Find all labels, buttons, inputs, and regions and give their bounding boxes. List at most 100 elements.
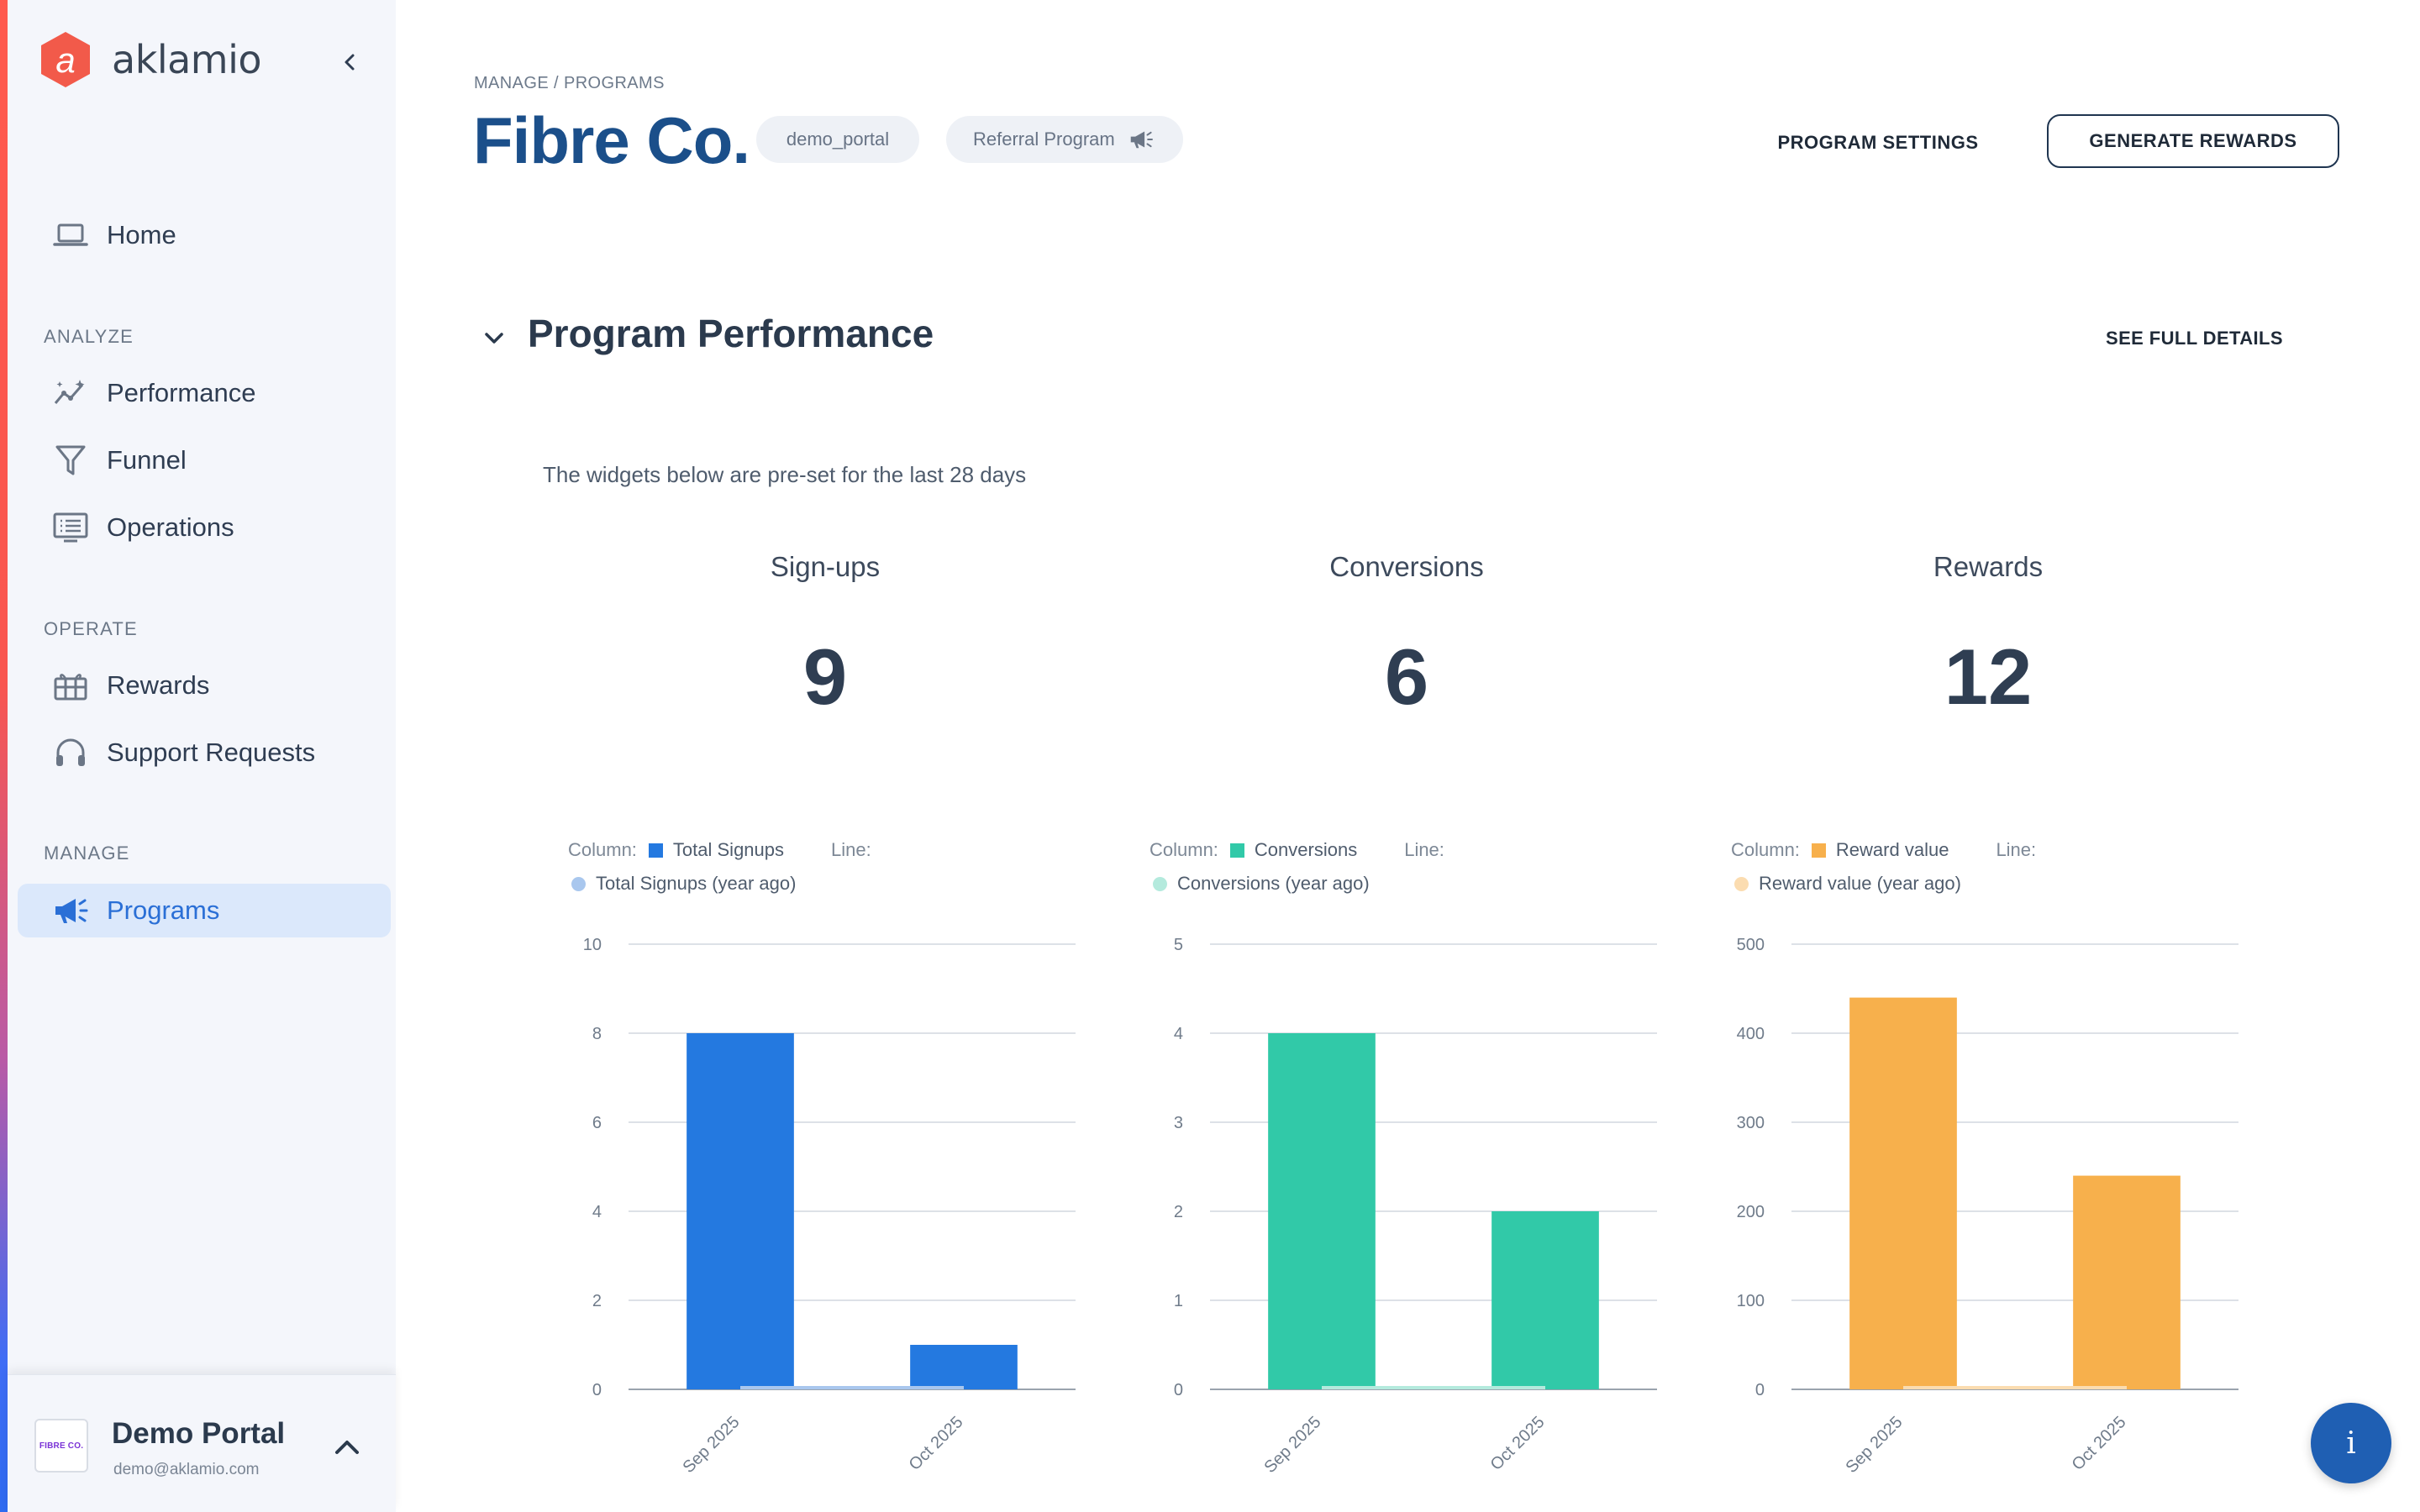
chart-legend-conversions: Column: Conversions Line: Conversions (yea… xyxy=(1150,833,1444,900)
x-tick-label: Oct 2025 xyxy=(2069,1413,2130,1474)
program-type-label: Referral Program xyxy=(973,129,1115,150)
chart-legend-signups: Column: Total Signups Line: Total Signups … xyxy=(568,833,871,900)
program-type-chip[interactable]: Referral Program xyxy=(946,116,1183,163)
y-tick-label: 10 xyxy=(583,936,602,954)
account-avatar-text: FIBRE CO. xyxy=(39,1441,84,1451)
y-tick-label: 400 xyxy=(1737,1025,1765,1043)
chevron-left-icon xyxy=(345,54,355,71)
conversions-chart: 0 1 2 3 4 5 Sep 2025 Oct 2025 xyxy=(1174,936,1657,1477)
monitor-list-icon xyxy=(51,508,90,547)
sidebar-item-funnel[interactable]: Funnel xyxy=(18,433,391,487)
sidebar-item-label: Home xyxy=(107,220,176,249)
stat-label-conversions: Conversions xyxy=(1329,551,1484,582)
collapse-sidebar-button[interactable] xyxy=(332,44,369,81)
sidebar-item-label: Programs xyxy=(107,895,220,925)
y-tick-label: 1 xyxy=(1174,1292,1183,1310)
legend-swatch xyxy=(1229,843,1244,858)
stat-value-conversions: 6 xyxy=(1384,633,1429,721)
y-tick-label: 0 xyxy=(592,1381,602,1399)
brand[interactable]: a aklamio xyxy=(38,30,262,89)
x-tick-label: Oct 2025 xyxy=(906,1413,967,1474)
section-title: Program Performance xyxy=(528,312,934,355)
laptop-icon xyxy=(51,216,90,255)
sidebar-item-label: Performance xyxy=(107,378,256,407)
y-tick-label: 0 xyxy=(1174,1381,1183,1399)
y-tick-label: 0 xyxy=(1755,1381,1765,1399)
breadcrumb-separator: / xyxy=(549,74,564,92)
bar xyxy=(1268,1033,1376,1389)
stat-value-signups: 9 xyxy=(802,633,848,721)
x-tick-label: Sep 2025 xyxy=(679,1413,743,1477)
sidebar-item-label: Support Requests xyxy=(107,738,316,767)
legend-series-name: Reward value xyxy=(1835,839,1949,860)
y-tick-label: 4 xyxy=(592,1203,602,1221)
x-tick-label: Oct 2025 xyxy=(1487,1413,1549,1474)
account-switcher[interactable]: FIBRE CO. Demo Portal demo@aklamio.com xyxy=(8,1374,396,1512)
sidebar-item-performance[interactable]: Performance xyxy=(18,366,391,420)
legend-column-label: Column: xyxy=(1731,839,1800,860)
sidebar-item-label: Rewards xyxy=(107,670,210,700)
see-full-details-link[interactable]: SEE FULL DETAILS xyxy=(2106,328,2283,349)
y-tick-label: 5 xyxy=(1174,936,1183,954)
account-name: Demo Portal xyxy=(112,1417,286,1450)
sidebar-section-manage: MANAGE xyxy=(44,843,130,864)
generate-rewards-button[interactable]: GENERATE REWARDS xyxy=(2047,114,2339,168)
stat-label-signups: Sign-ups xyxy=(770,551,881,582)
y-tick-label: 4 xyxy=(1174,1025,1183,1043)
sidebar-item-home[interactable]: Home xyxy=(18,208,391,262)
y-tick-label: 2 xyxy=(1174,1203,1183,1221)
sidebar-item-label: Operations xyxy=(107,512,234,542)
stat-label-rewards: Rewards xyxy=(1933,551,2044,582)
breadcrumb: MANAGE / PROGRAMS xyxy=(474,74,665,93)
y-tick-label: 8 xyxy=(592,1025,602,1043)
legend-series-name: Conversions xyxy=(1254,839,1358,860)
legend-dot xyxy=(1734,876,1749,891)
sidebar-item-label: Funnel xyxy=(107,445,187,475)
y-tick-label: 200 xyxy=(1737,1203,1765,1221)
legend-series-name: Total Signups xyxy=(672,839,785,860)
legend-line-label: Line: xyxy=(1404,839,1444,860)
legend-line-label: Line: xyxy=(1996,839,2037,860)
bar xyxy=(2073,1175,2181,1389)
sidebar: a aklamio Home ANALYZE Performance xyxy=(8,0,396,1512)
program-settings-button[interactable]: PROGRAM SETTINGS xyxy=(1777,132,1979,153)
gift-icon xyxy=(51,666,90,705)
svg-text:a: a xyxy=(55,40,75,80)
breadcrumb-manage[interactable]: MANAGE xyxy=(474,74,550,92)
y-tick-label: 2 xyxy=(592,1292,602,1310)
chevron-down-icon xyxy=(485,333,503,344)
sidebar-item-rewards[interactable]: Rewards xyxy=(18,659,391,712)
legend-swatch xyxy=(648,843,663,858)
legend-series-name: Total Signups (year ago) xyxy=(596,873,797,894)
x-tick-label: Sep 2025 xyxy=(1842,1413,1906,1477)
collapse-section-button[interactable] xyxy=(477,321,511,354)
funnel-icon xyxy=(51,441,90,480)
megaphone-icon xyxy=(1130,131,1153,149)
megaphone-icon xyxy=(51,891,90,930)
y-tick-label: 300 xyxy=(1737,1114,1765,1132)
account-menu-toggle[interactable] xyxy=(327,1427,367,1467)
brand-accent-bar xyxy=(0,0,8,1512)
legend-dot xyxy=(1153,876,1167,891)
legend-series-name: Reward value (year ago) xyxy=(1759,873,1961,894)
legend-series-name: Conversions (year ago) xyxy=(1177,873,1370,894)
breadcrumb-programs: PROGRAMS xyxy=(563,74,665,92)
info-button[interactable]: i xyxy=(2311,1403,2391,1483)
rewards-chart: 0 100 200 300 400 500 Sep 2025 Oct 2025 xyxy=(1737,936,2238,1477)
sidebar-item-programs[interactable]: Programs xyxy=(18,884,391,937)
aklamio-logo-icon: a xyxy=(41,32,90,87)
brand-name: aklamio xyxy=(112,37,262,82)
bar xyxy=(687,1033,794,1389)
legend-swatch xyxy=(1811,843,1826,858)
stat-value-rewards: 12 xyxy=(1944,633,2033,721)
sidebar-item-support-requests[interactable]: Support Requests xyxy=(18,726,391,780)
legend-column-label: Column: xyxy=(1150,839,1218,860)
sidebar-item-operations[interactable]: Operations xyxy=(18,501,391,554)
signups-chart: 0 2 4 6 8 10 Sep 2025 Oct 2025 xyxy=(583,936,1076,1477)
trend-icon xyxy=(51,374,90,412)
chart-legend-rewards: Column: Reward value Line: Reward value (y… xyxy=(1731,833,2036,900)
y-tick-label: 6 xyxy=(592,1114,602,1132)
headset-icon xyxy=(51,733,90,772)
y-tick-label: 3 xyxy=(1174,1114,1183,1132)
